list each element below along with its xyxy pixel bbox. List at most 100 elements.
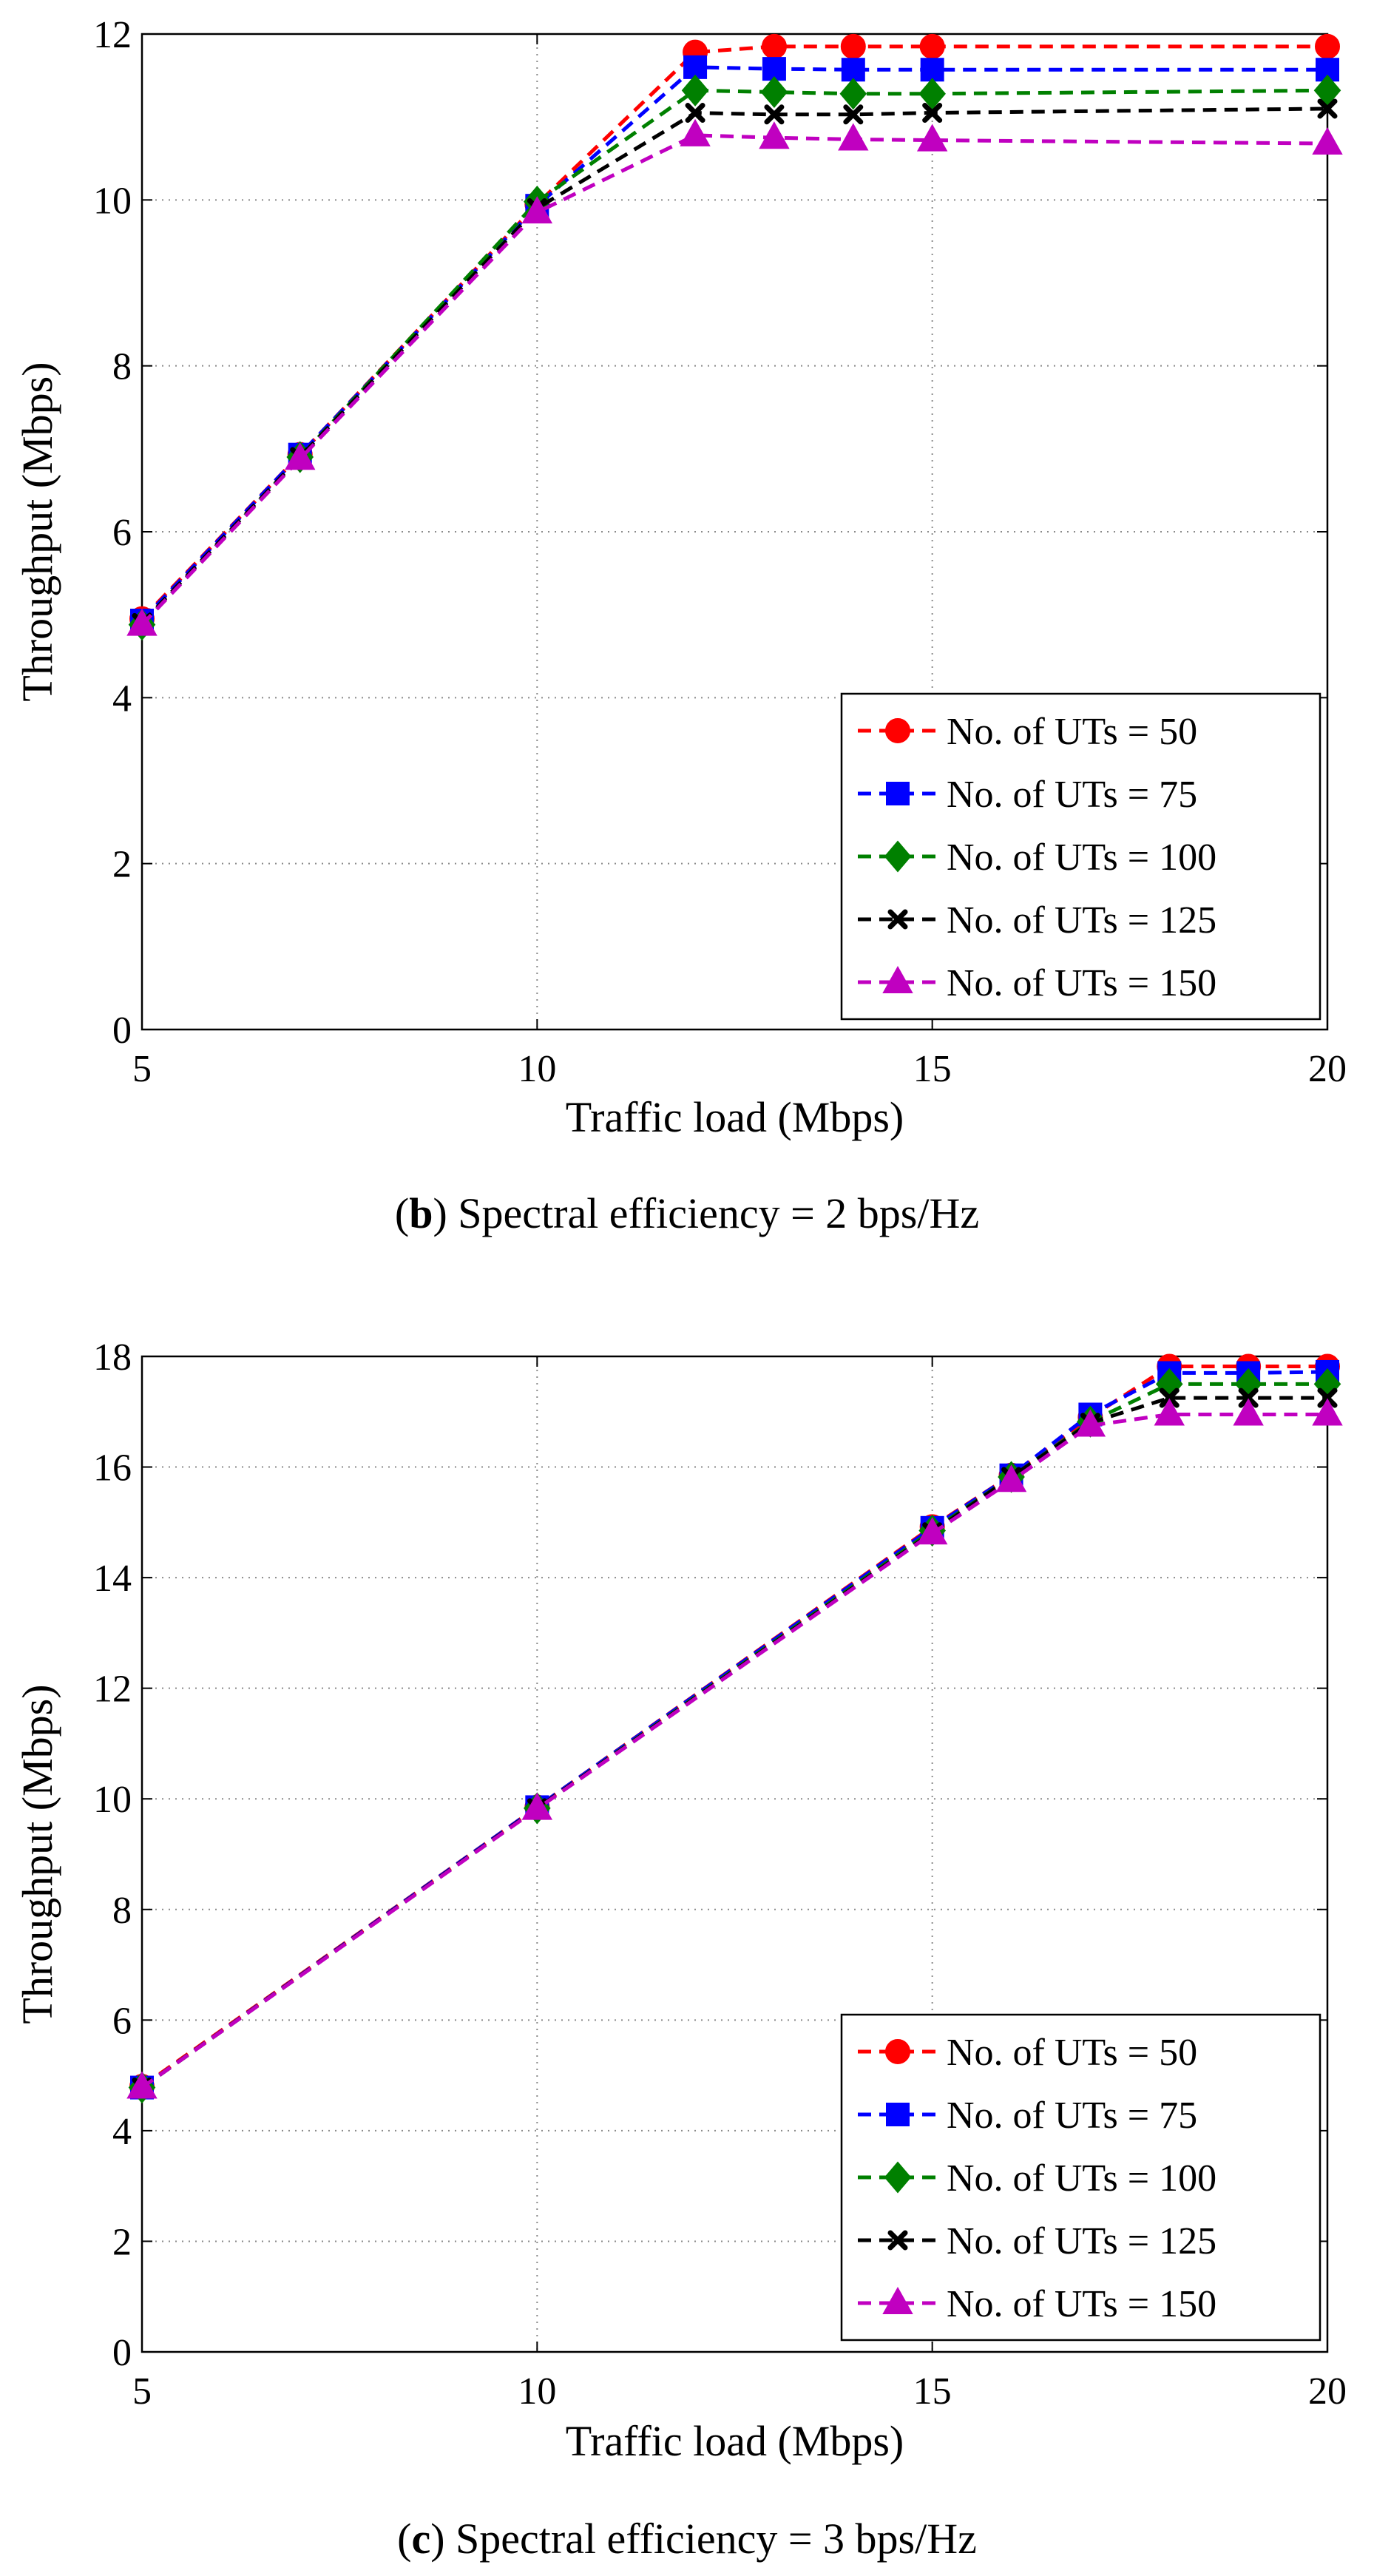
caption-letter: c: [411, 2515, 430, 2563]
x-marker-stroke: [1317, 98, 1338, 119]
legend-marker: [884, 840, 912, 873]
chart-c: 5 10 15 20 0 2 4 6 8 10 12 14 16 18 Traffic load (Mbps…: [13, 1336, 1347, 2563]
caption-paren: (: [397, 2515, 411, 2563]
legend-entry: No. of UTs = 50: [858, 711, 1197, 753]
data-point: [1312, 1398, 1343, 1426]
data-point: [680, 118, 711, 146]
x-marker-stroke: [1317, 1387, 1338, 1408]
legend-entry: No. of UTs = 125: [858, 2220, 1216, 2262]
x-marker-stroke: [1159, 1387, 1180, 1408]
y-tick-label: 2: [112, 2221, 132, 2263]
data-point: [995, 1464, 1027, 1492]
legend-label: No. of UTs = 150: [947, 2283, 1216, 2325]
data-point: [285, 442, 316, 470]
legend-entry: No. of UTs = 150: [858, 962, 1216, 1004]
x-tick-label: 5: [132, 1048, 152, 1090]
y-tick-label: 12: [93, 14, 132, 56]
y-tick-label: 18: [93, 1336, 132, 1379]
legend-label: No. of UTs = 125: [947, 2220, 1216, 2262]
y-tick-label: 14: [93, 1558, 132, 1600]
x-marker-stroke: [922, 103, 943, 124]
legend-entry: No. of UTs = 75: [858, 774, 1197, 816]
caption-paren: ): [430, 2515, 456, 2563]
legend: No. of UTs = 50 No. of UTs = 75 No. of UTs…: [840, 2013, 1321, 2342]
caption-text: Spectral efficiency = 2 bps/Hz: [458, 1189, 979, 1237]
x-tick-label: 20: [1308, 1048, 1347, 1090]
legend-marker: [885, 2039, 910, 2064]
y-tick-label: 6: [112, 2000, 132, 2042]
y-tick-label: 4: [112, 677, 132, 720]
legend-label: No. of UTs = 50: [947, 2032, 1197, 2074]
figure-caption: (c) Spectral efficiency = 3 bps/Hz: [397, 2515, 977, 2563]
data-point: [759, 121, 790, 149]
x-tick-label: 10: [518, 2370, 556, 2413]
axes-frame: [141, 33, 1329, 1031]
x-marker-stroke: [1238, 1387, 1259, 1408]
legend: No. of UTs = 50 No. of UTs = 75 No. of UTs…: [840, 692, 1321, 1021]
data-point: [922, 103, 943, 124]
data-point: [839, 78, 867, 110]
legend-box: [840, 2013, 1321, 2342]
legend-marker: [882, 965, 913, 993]
x-tick-label: 15: [913, 1048, 952, 1090]
data-point: [685, 103, 705, 124]
legend-marker: [884, 2161, 912, 2194]
data-point: [681, 74, 709, 107]
x-marker-stroke: [764, 104, 785, 125]
data-point: [841, 58, 865, 82]
legend-entry: No. of UTs = 100: [858, 836, 1216, 879]
y-axis-label: Throughput (Mbps): [13, 1684, 61, 2024]
legend-marker: [885, 718, 910, 743]
x-axis-label: Traffic load (Mbps): [566, 1093, 904, 1141]
data-point: [764, 104, 785, 125]
data-point: [919, 33, 945, 59]
data-point: [916, 1517, 948, 1545]
data-point: [1238, 1387, 1259, 1408]
data-point: [838, 123, 869, 151]
legend-label: No. of UTs = 100: [947, 836, 1216, 879]
legend-entry: No. of UTs = 150: [858, 2283, 1216, 2325]
figure-caption: (b) Spectral efficiency = 2 bps/Hz: [395, 1189, 979, 1237]
y-tick-label: 8: [112, 346, 132, 388]
data-point: [843, 104, 864, 125]
y-tick-label: 10: [93, 180, 132, 222]
axes-frame: [141, 1355, 1329, 2353]
y-tick-label: 8: [112, 1890, 132, 1932]
x-marker-stroke: [843, 104, 864, 125]
legend-entry: No. of UTs = 100: [858, 2157, 1216, 2200]
y-tick-label: 0: [112, 1010, 132, 1052]
data-point: [761, 33, 787, 59]
data-point: [1312, 127, 1343, 155]
x-marker-stroke: [685, 103, 705, 124]
legend-marker: [886, 2103, 910, 2126]
legend-label: No. of UTs = 75: [947, 2095, 1197, 2137]
legend-marker: [886, 782, 910, 805]
legend-label: No. of UTs = 150: [947, 962, 1216, 1004]
data-point: [521, 196, 553, 224]
data-point: [521, 1792, 553, 1820]
legend-marker: [887, 2230, 908, 2251]
x-tick-label: 5: [132, 2370, 152, 2413]
data-point: [916, 124, 948, 152]
legend-label: No. of UTs = 50: [947, 711, 1197, 753]
data-point: [918, 78, 946, 110]
y-tick-label: 10: [93, 1779, 132, 1821]
data-point: [760, 75, 788, 109]
y-tick-label: 4: [112, 2111, 132, 2153]
data-point: [1316, 58, 1339, 82]
legend-box: [840, 692, 1321, 1021]
legend-label: No. of UTs = 75: [947, 774, 1197, 816]
data-point: [1317, 1387, 1338, 1408]
data-point: [126, 608, 158, 636]
legend-marker: [887, 909, 908, 930]
data-point: [1233, 1398, 1264, 1426]
series-5: [126, 1398, 1343, 2099]
data-point: [1075, 1409, 1106, 1437]
y-tick-label: 0: [112, 2332, 132, 2374]
data-point: [126, 2071, 158, 2099]
series-5: [126, 118, 1343, 636]
caption-paren: (: [395, 1189, 409, 1237]
data-point: [1154, 1398, 1185, 1426]
legend-marker: [882, 2286, 913, 2314]
